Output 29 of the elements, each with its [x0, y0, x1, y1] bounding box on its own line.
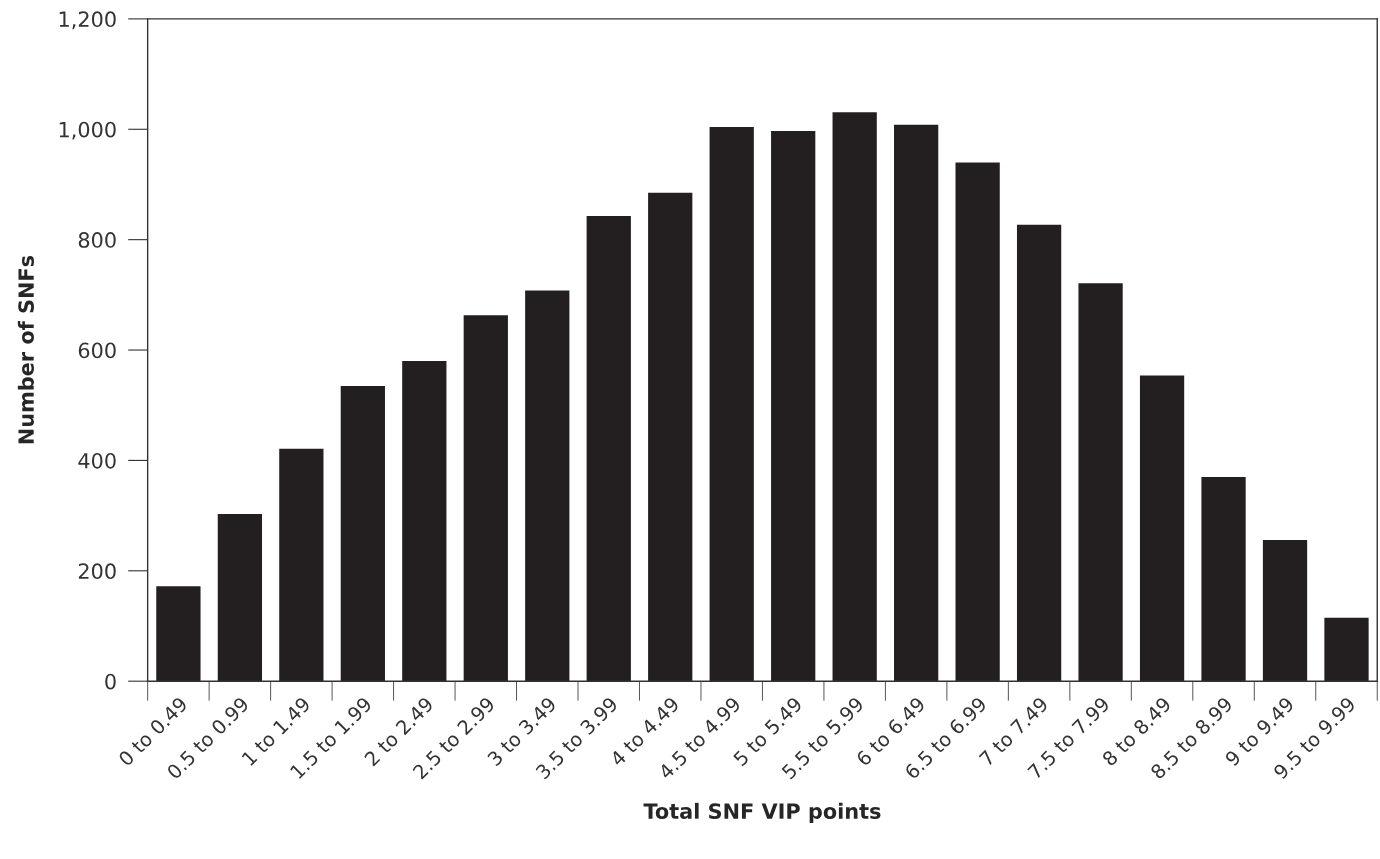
- y-tick-label: 1,000: [59, 121, 116, 140]
- bar: [463, 315, 508, 682]
- bar: [709, 127, 754, 682]
- bar: [832, 112, 877, 682]
- bar: [1201, 476, 1246, 682]
- bar: [1139, 375, 1185, 682]
- bar: [279, 448, 324, 682]
- bar: [648, 192, 693, 682]
- y-tick-label: 1,200: [59, 11, 116, 30]
- y-tick-label: 800: [78, 232, 116, 248]
- y-tick-label: 200: [78, 563, 116, 580]
- y-tick-label: 400: [78, 452, 116, 469]
- bar: [1016, 224, 1062, 682]
- bar: [340, 385, 385, 682]
- bar: [586, 215, 631, 682]
- bar: [217, 513, 263, 682]
- bar: [894, 124, 939, 682]
- bar: [955, 162, 1000, 682]
- bar: [1262, 539, 1308, 682]
- bar: [771, 130, 816, 682]
- bar: [156, 586, 201, 682]
- y-tick-label: 0: [105, 673, 116, 690]
- bar: [1324, 617, 1369, 682]
- bar: [525, 290, 570, 682]
- y-tick-label: 600: [78, 342, 116, 359]
- y-axis-title: Number of SNFs: [17, 255, 34, 444]
- x-axis-title: Total SNF VIP points: [643, 802, 881, 824]
- bar: [402, 361, 447, 682]
- bar: [1078, 283, 1123, 682]
